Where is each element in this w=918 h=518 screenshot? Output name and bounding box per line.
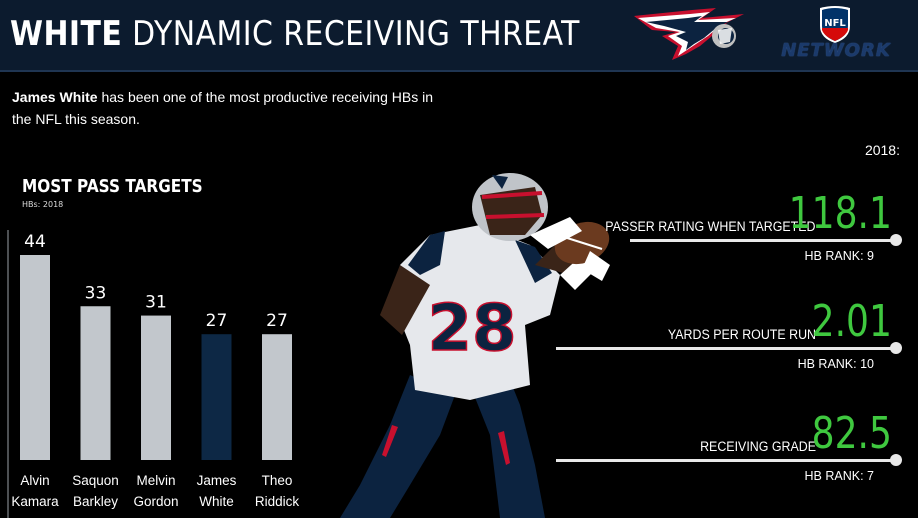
bar-value-label: 27 [206, 311, 228, 331]
stat-value: 118.1 [788, 188, 892, 239]
stat-label: PASSER RATING WHEN TARGETED [605, 219, 816, 234]
stats-year-label: 2018: [864, 142, 900, 158]
category-label: Gordon [133, 494, 178, 509]
stat-receiving-grade: RECEIVING GRADE 82.5 HB RANK: 7 [524, 408, 904, 502]
stat-label: YARDS PER ROUTE RUN [667, 327, 816, 342]
title-rest: DYNAMIC RECEIVING THREAT [132, 14, 580, 54]
bar-james-white [201, 334, 232, 460]
category-label: Saquon [72, 473, 119, 488]
stat-label: RECEIVING GRADE [700, 439, 816, 454]
stat-rank: HB RANK: 10 [797, 357, 874, 371]
stat-value: 82.5 [811, 408, 892, 459]
chart-title: MOST PASS TARGETS [22, 176, 203, 197]
player-photo: 28 [340, 173, 610, 518]
bar-value-label: 31 [145, 293, 167, 313]
bar-value-label: 44 [24, 232, 46, 252]
intro-name: James White [12, 89, 98, 105]
stat-passer-rating: PASSER RATING WHEN TARGETED 118.1 HB RAN… [524, 188, 904, 278]
bar-melvin-gordon [141, 315, 171, 460]
chart-subtitle: HBs: 2018 [22, 200, 64, 209]
header-banner: WHITE DYNAMIC RECEIVING THREAT NFL NETWO… [0, 0, 918, 72]
category-label: White [199, 494, 234, 509]
nfl-text: NFL [824, 18, 846, 29]
stat-rank: HB RANK: 9 [804, 249, 874, 263]
category-label: Alvin [20, 473, 49, 488]
stat-divider-line [556, 347, 892, 350]
stat-dot-icon [890, 234, 902, 246]
bar-value-label: 33 [85, 283, 107, 303]
intro-body: has been one of the most productive rece… [12, 89, 434, 127]
stat-yards-per-route: YARDS PER ROUTE RUN 2.01 HB RANK: 10 [524, 296, 904, 390]
title-bold: WHITE [10, 14, 123, 54]
stat-value: 2.01 [811, 296, 892, 347]
network-wordmark: NETWORK [781, 40, 891, 61]
category-label: Barkley [73, 494, 118, 509]
bar-alvin-kamara [20, 255, 50, 460]
category-label: Riddick [255, 494, 300, 509]
category-label: Kamara [11, 494, 59, 509]
targets-bar-chart: 44 Alvin Kamara 33 Saquon Barkley 31 Melvin Gord… [7, 230, 300, 518]
bar-saquon-barkley [80, 306, 111, 460]
stat-divider-line [630, 239, 892, 242]
nfl-shield-icon: NFL [820, 6, 850, 43]
bar-value-label: 27 [266, 311, 288, 331]
page-title: WHITE DYNAMIC RECEIVING THREAT [10, 14, 580, 54]
bar-theo-riddick [262, 334, 292, 460]
intro-text: James White has been one of the most pro… [12, 86, 452, 130]
category-label: Theo [262, 473, 293, 488]
patriots-logo-icon [634, 8, 744, 60]
stat-dot-icon [890, 454, 902, 466]
jersey-number: 28 [427, 292, 516, 366]
category-label: James [197, 473, 237, 488]
category-label: Melvin [136, 473, 175, 488]
stat-dot-icon [890, 342, 902, 354]
stat-rank: HB RANK: 7 [804, 469, 874, 483]
stat-divider-line [556, 459, 892, 462]
